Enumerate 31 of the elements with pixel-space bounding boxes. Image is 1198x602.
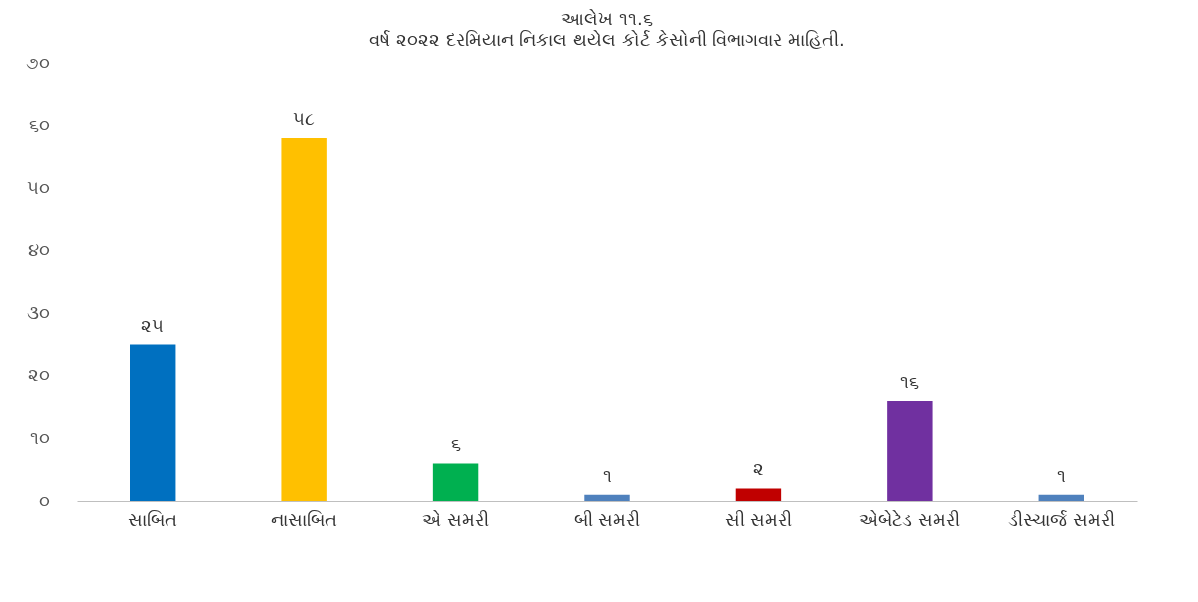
y-tick-label: ૩૦ [26,301,50,323]
data-label: ૨૫ [141,314,165,336]
chart-title: આલેખ ૧૧.૬ [561,8,653,29]
data-label: ૧ [1056,464,1066,486]
x-tick-label: સાબિત [128,508,178,530]
data-label: ૧૬ [900,370,920,392]
bar [281,138,327,501]
y-tick-label: ૭૦ [25,51,50,73]
y-tick-label: ૬૦ [28,114,50,136]
y-tick-label: ૨૦ [27,364,50,386]
data-label: ૧ [602,464,612,486]
y-tick-label: ૧૦ [29,426,50,448]
x-tick-label: સી સમરી [724,508,793,530]
y-tick-label: ૪૦ [27,239,50,261]
x-tick-label: એ સમરી [422,508,489,530]
x-tick-label: નાસાબિત [271,508,338,530]
data-label: ૬ [450,433,461,455]
bar [130,344,176,501]
y-tick-label: ૫૦ [26,176,50,198]
x-tick-label: એબેટેડ સમરી [859,508,961,530]
x-tick-label: ડીસ્ચાર્જ સમરી [1007,508,1115,530]
bar [887,400,933,501]
bar [1038,494,1084,501]
x-tick-label: બી સમરી [573,508,641,530]
bar [735,488,782,501]
data-label: ૨ [752,458,764,480]
data-label: ૫૮ [293,108,316,130]
chart-subtitle: વર્ષ ૨૦૨૨ દરમિયાન નિકાલ થયેલ કોર્ટ કેસોની વિભાગવાર માહિતી. [369,29,845,50]
bar [584,494,630,501]
y-tick-label: ૦ [38,489,50,511]
bar [432,463,479,501]
